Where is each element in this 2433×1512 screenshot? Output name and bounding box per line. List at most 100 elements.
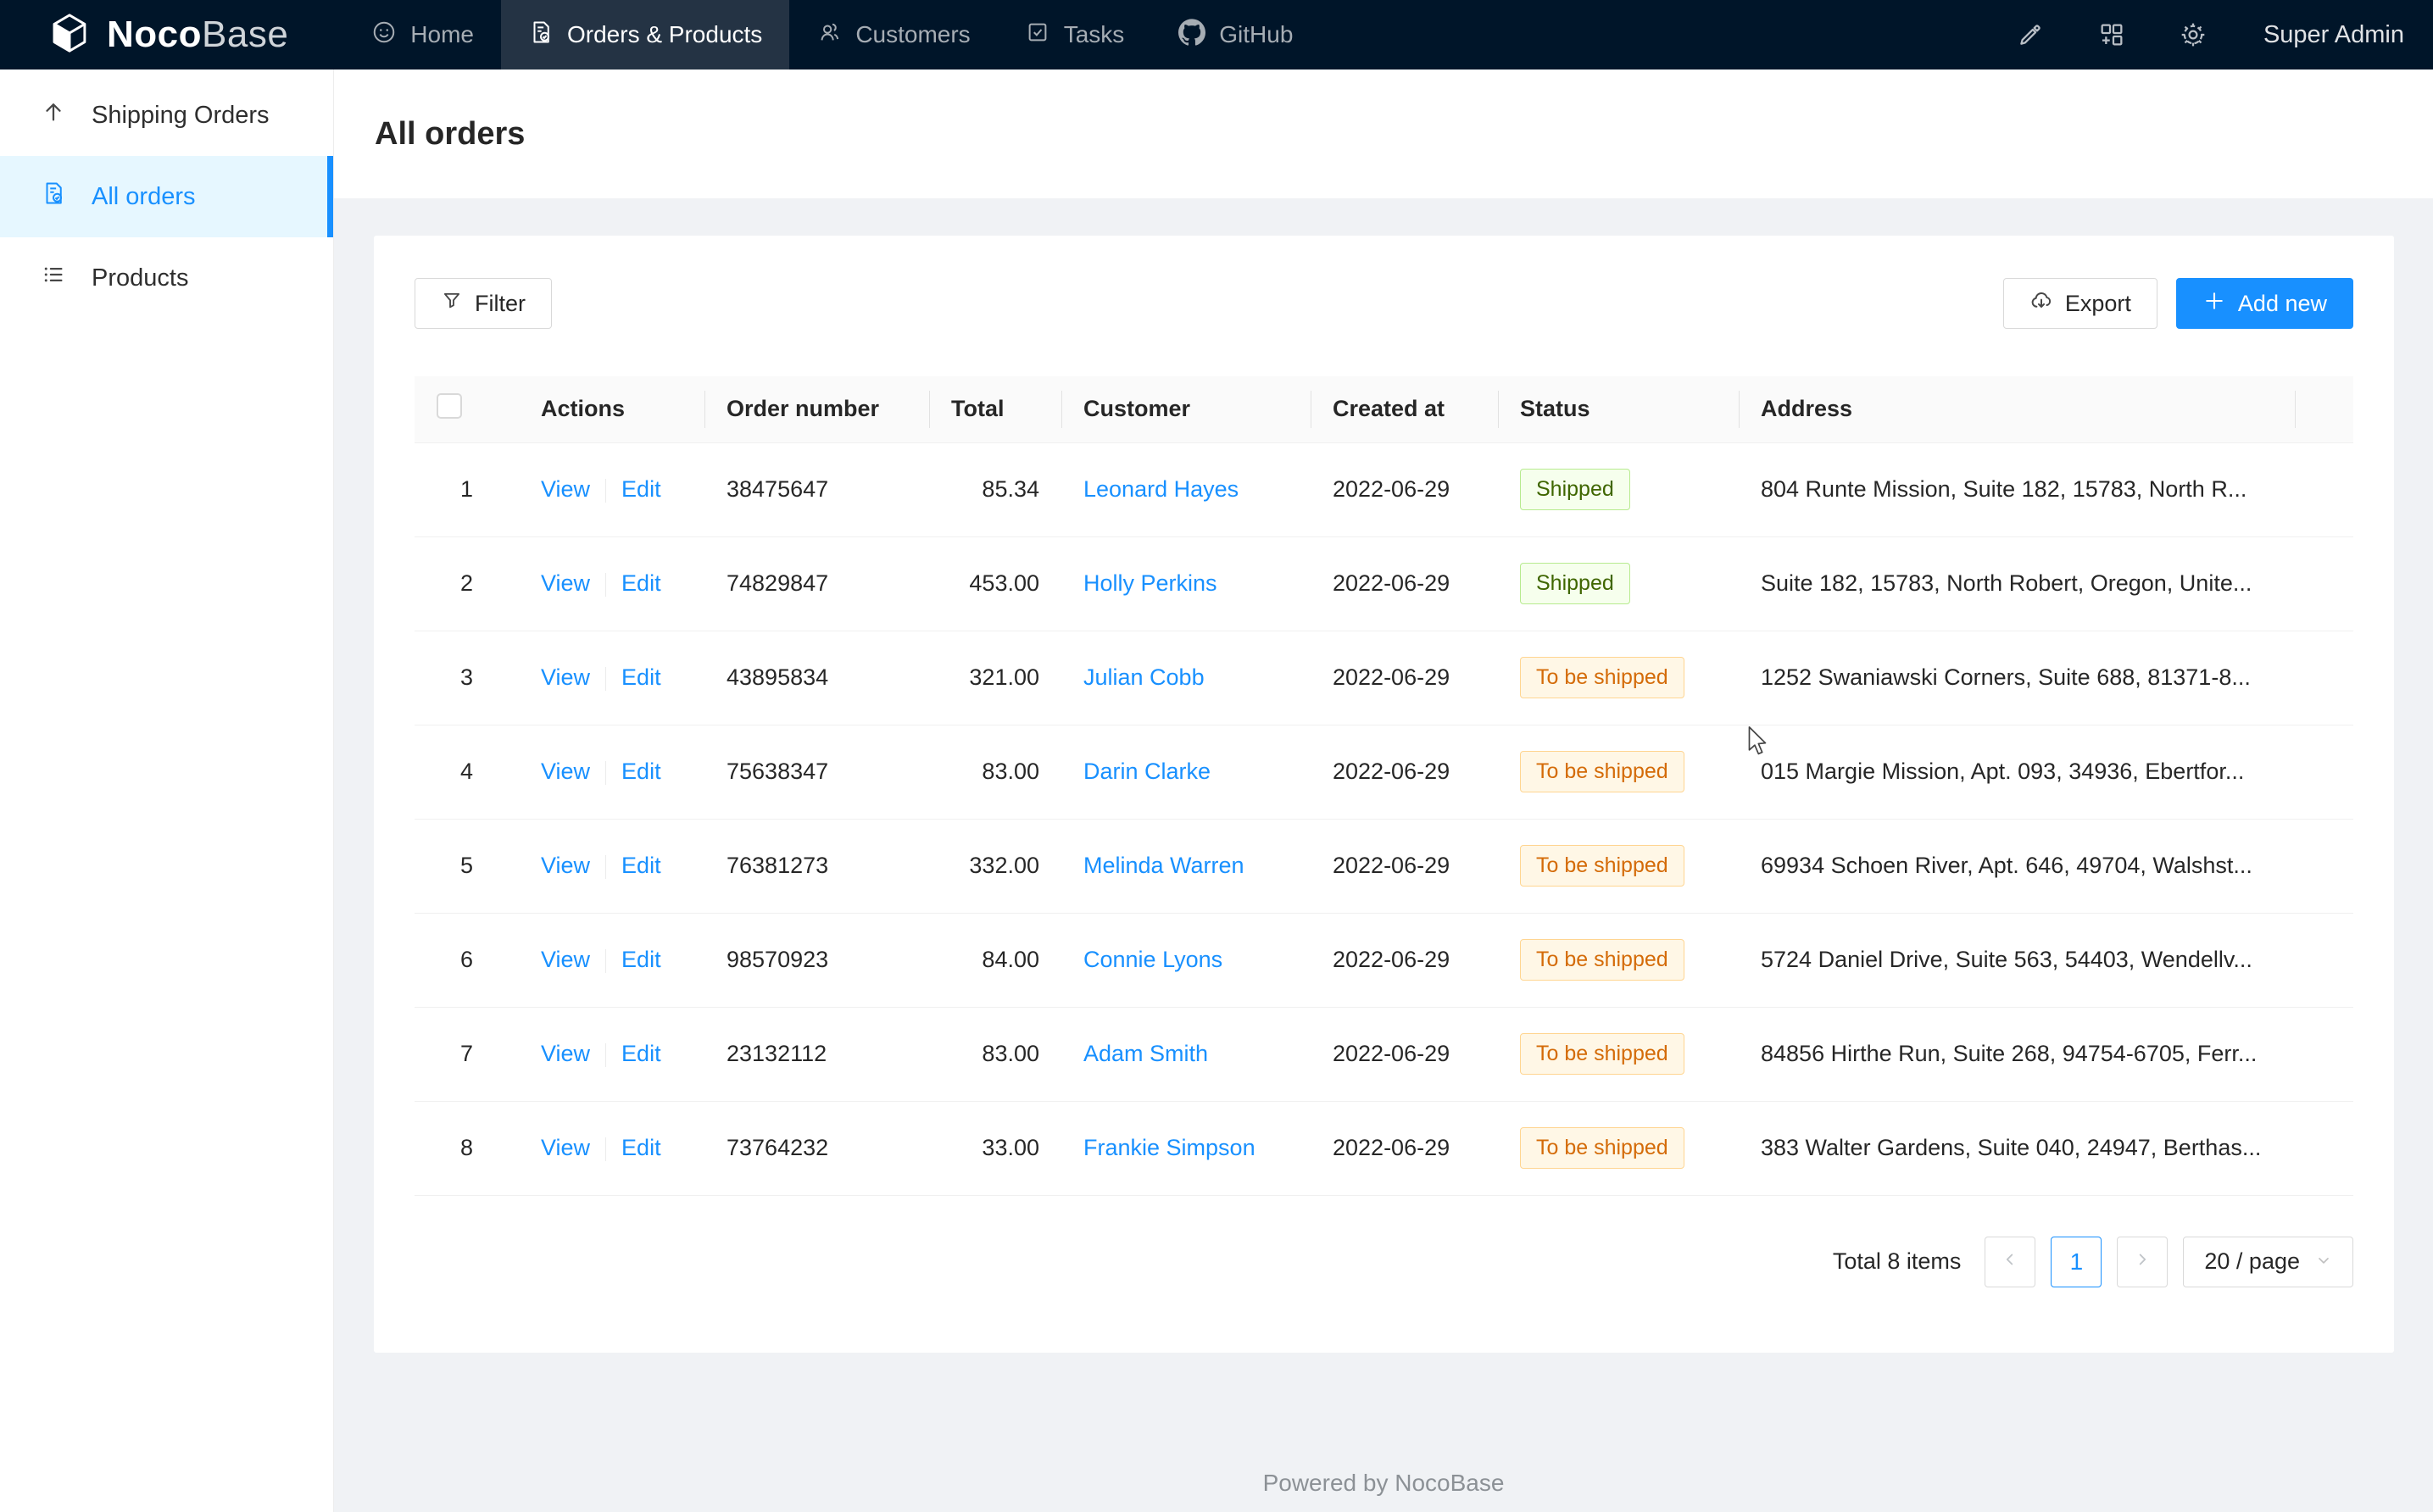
plus-icon [2202,289,2226,319]
nocobase-cube-icon [47,11,92,59]
chevron-down-icon [2315,1248,2332,1275]
nav-tab-orders-products[interactable]: Orders & Products [501,0,790,69]
nav-tabs: Home Orders & Products [344,0,1320,69]
status-cell: Shipped [1498,442,1739,537]
sidebar-item-products[interactable]: Products [0,237,333,319]
highlighter-icon[interactable] [2016,20,2045,49]
total-cell: 84.00 [929,913,1061,1008]
status-badge: To be shipped [1520,750,1684,793]
arrow-up-icon [41,99,66,131]
order-number-cell: 73764232 [704,1101,929,1196]
nav-tab-github[interactable]: GitHub [1151,0,1320,69]
row-index: 3 [415,631,519,725]
file-check-icon [41,181,66,213]
nav-tab-customers[interactable]: Customers [789,0,997,69]
blocks-plus-icon[interactable] [2097,20,2126,49]
created-at-cell: 2022-06-29 [1311,442,1498,537]
order-number-cell: 98570923 [704,913,929,1008]
column-header-address: Address [1739,376,2295,443]
trailing-cell [2295,536,2353,631]
table-row: 4 View Edit 75638347 83.00 Darin Clarke 2… [415,725,2353,820]
table-row: 8 View Edit 73764232 33.00 Frankie Simpso… [415,1101,2353,1196]
team-icon [816,19,842,51]
filter-button[interactable]: Filter [415,278,552,329]
sidebar-item-shipping-orders[interactable]: Shipping Orders [0,75,333,156]
trailing-cell [2295,913,2353,1008]
edit-link[interactable]: Edit [621,570,661,596]
view-link[interactable]: View [541,853,591,878]
row-index: 2 [415,536,519,631]
customer-link[interactable]: Adam Smith [1083,1041,1209,1066]
file-done-icon [528,19,554,51]
customer-cell: Julian Cobb [1061,631,1311,725]
edit-link[interactable]: Edit [621,664,661,690]
sidebar-item-all-orders[interactable]: All orders [0,156,333,237]
customer-link[interactable]: Connie Lyons [1083,947,1223,972]
action-divider [605,572,607,597]
export-button[interactable]: Export [2002,278,2157,329]
status-cell: Shipped [1498,536,1739,631]
pagination-page-1[interactable]: 1 [2051,1236,2102,1287]
address-cell: 1252 Swaniawski Corners, Suite 688, 8137… [1739,631,2295,725]
nocobase-logo[interactable]: NocoBase [0,11,288,59]
edit-link[interactable]: Edit [621,1135,661,1160]
customer-link[interactable]: Holly Perkins [1083,570,1217,596]
row-index: 1 [415,442,519,537]
column-header-total: Total [929,376,1061,443]
trailing-cell [2295,725,2353,820]
column-header-created-at: Created at [1311,376,1498,443]
customer-link[interactable]: Darin Clarke [1083,759,1211,784]
row-index: 5 [415,819,519,914]
page-size-select[interactable]: 20 / page [2183,1236,2353,1287]
view-link[interactable]: View [541,570,591,596]
view-link[interactable]: View [541,759,591,784]
table-row: 5 View Edit 76381273 332.00 Melinda Warre… [415,819,2353,914]
orders-table: Actions Order number Total Customer Crea… [415,376,2353,1196]
pagination-next-button[interactable] [2117,1236,2169,1287]
total-cell: 332.00 [929,819,1061,914]
status-badge: Shipped [1520,468,1630,511]
add-new-button[interactable]: Add new [2175,278,2353,329]
edit-link[interactable]: Edit [621,853,661,878]
nav-tab-tasks[interactable]: Tasks [998,0,1152,69]
customer-link[interactable]: Leonard Hayes [1083,476,1239,502]
row-actions: View Edit [519,631,704,725]
created-at-cell: 2022-06-29 [1311,1007,1498,1102]
pagination-prev-button[interactable] [1985,1236,2036,1287]
view-link[interactable]: View [541,476,591,502]
view-link[interactable]: View [541,664,591,690]
user-menu[interactable]: Super Admin [2263,20,2404,48]
nav-tab-home[interactable]: Home [344,0,501,69]
column-header-customer: Customer [1061,376,1311,443]
row-actions: View Edit [519,1007,704,1102]
view-link[interactable]: View [541,1041,591,1066]
status-cell: To be shipped [1498,631,1739,725]
view-link[interactable]: View [541,947,591,972]
total-cell: 85.34 [929,442,1061,537]
customer-link[interactable]: Frankie Simpson [1083,1135,1255,1160]
edit-link[interactable]: Edit [621,476,661,502]
edit-link[interactable]: Edit [621,947,661,972]
customer-cell: Melinda Warren [1061,819,1311,914]
gear-icon[interactable] [2179,20,2208,49]
table-header-row: Actions Order number Total Customer Crea… [415,376,2353,443]
toolbar-right: Export Add new [2002,278,2353,329]
edit-link[interactable]: Edit [621,1041,661,1066]
pagination: Total 8 items 1 20 / page [415,1236,2353,1287]
customer-link[interactable]: Julian Cobb [1083,664,1205,690]
smile-icon [371,19,397,51]
created-at-cell: 2022-06-29 [1311,1101,1498,1196]
created-at-cell: 2022-06-29 [1311,536,1498,631]
total-cell: 321.00 [929,631,1061,725]
row-actions: View Edit [519,913,704,1008]
customer-cell: Holly Perkins [1061,536,1311,631]
customer-link[interactable]: Melinda Warren [1083,853,1244,878]
edit-link[interactable]: Edit [621,759,661,784]
column-header-order-number: Order number [704,376,929,443]
trailing-cell [2295,1007,2353,1102]
select-all-checkbox[interactable] [437,393,462,420]
trailing-cell [2295,631,2353,725]
total-cell: 83.00 [929,725,1061,820]
view-link[interactable]: View [541,1135,591,1160]
status-badge: To be shipped [1520,1032,1684,1076]
